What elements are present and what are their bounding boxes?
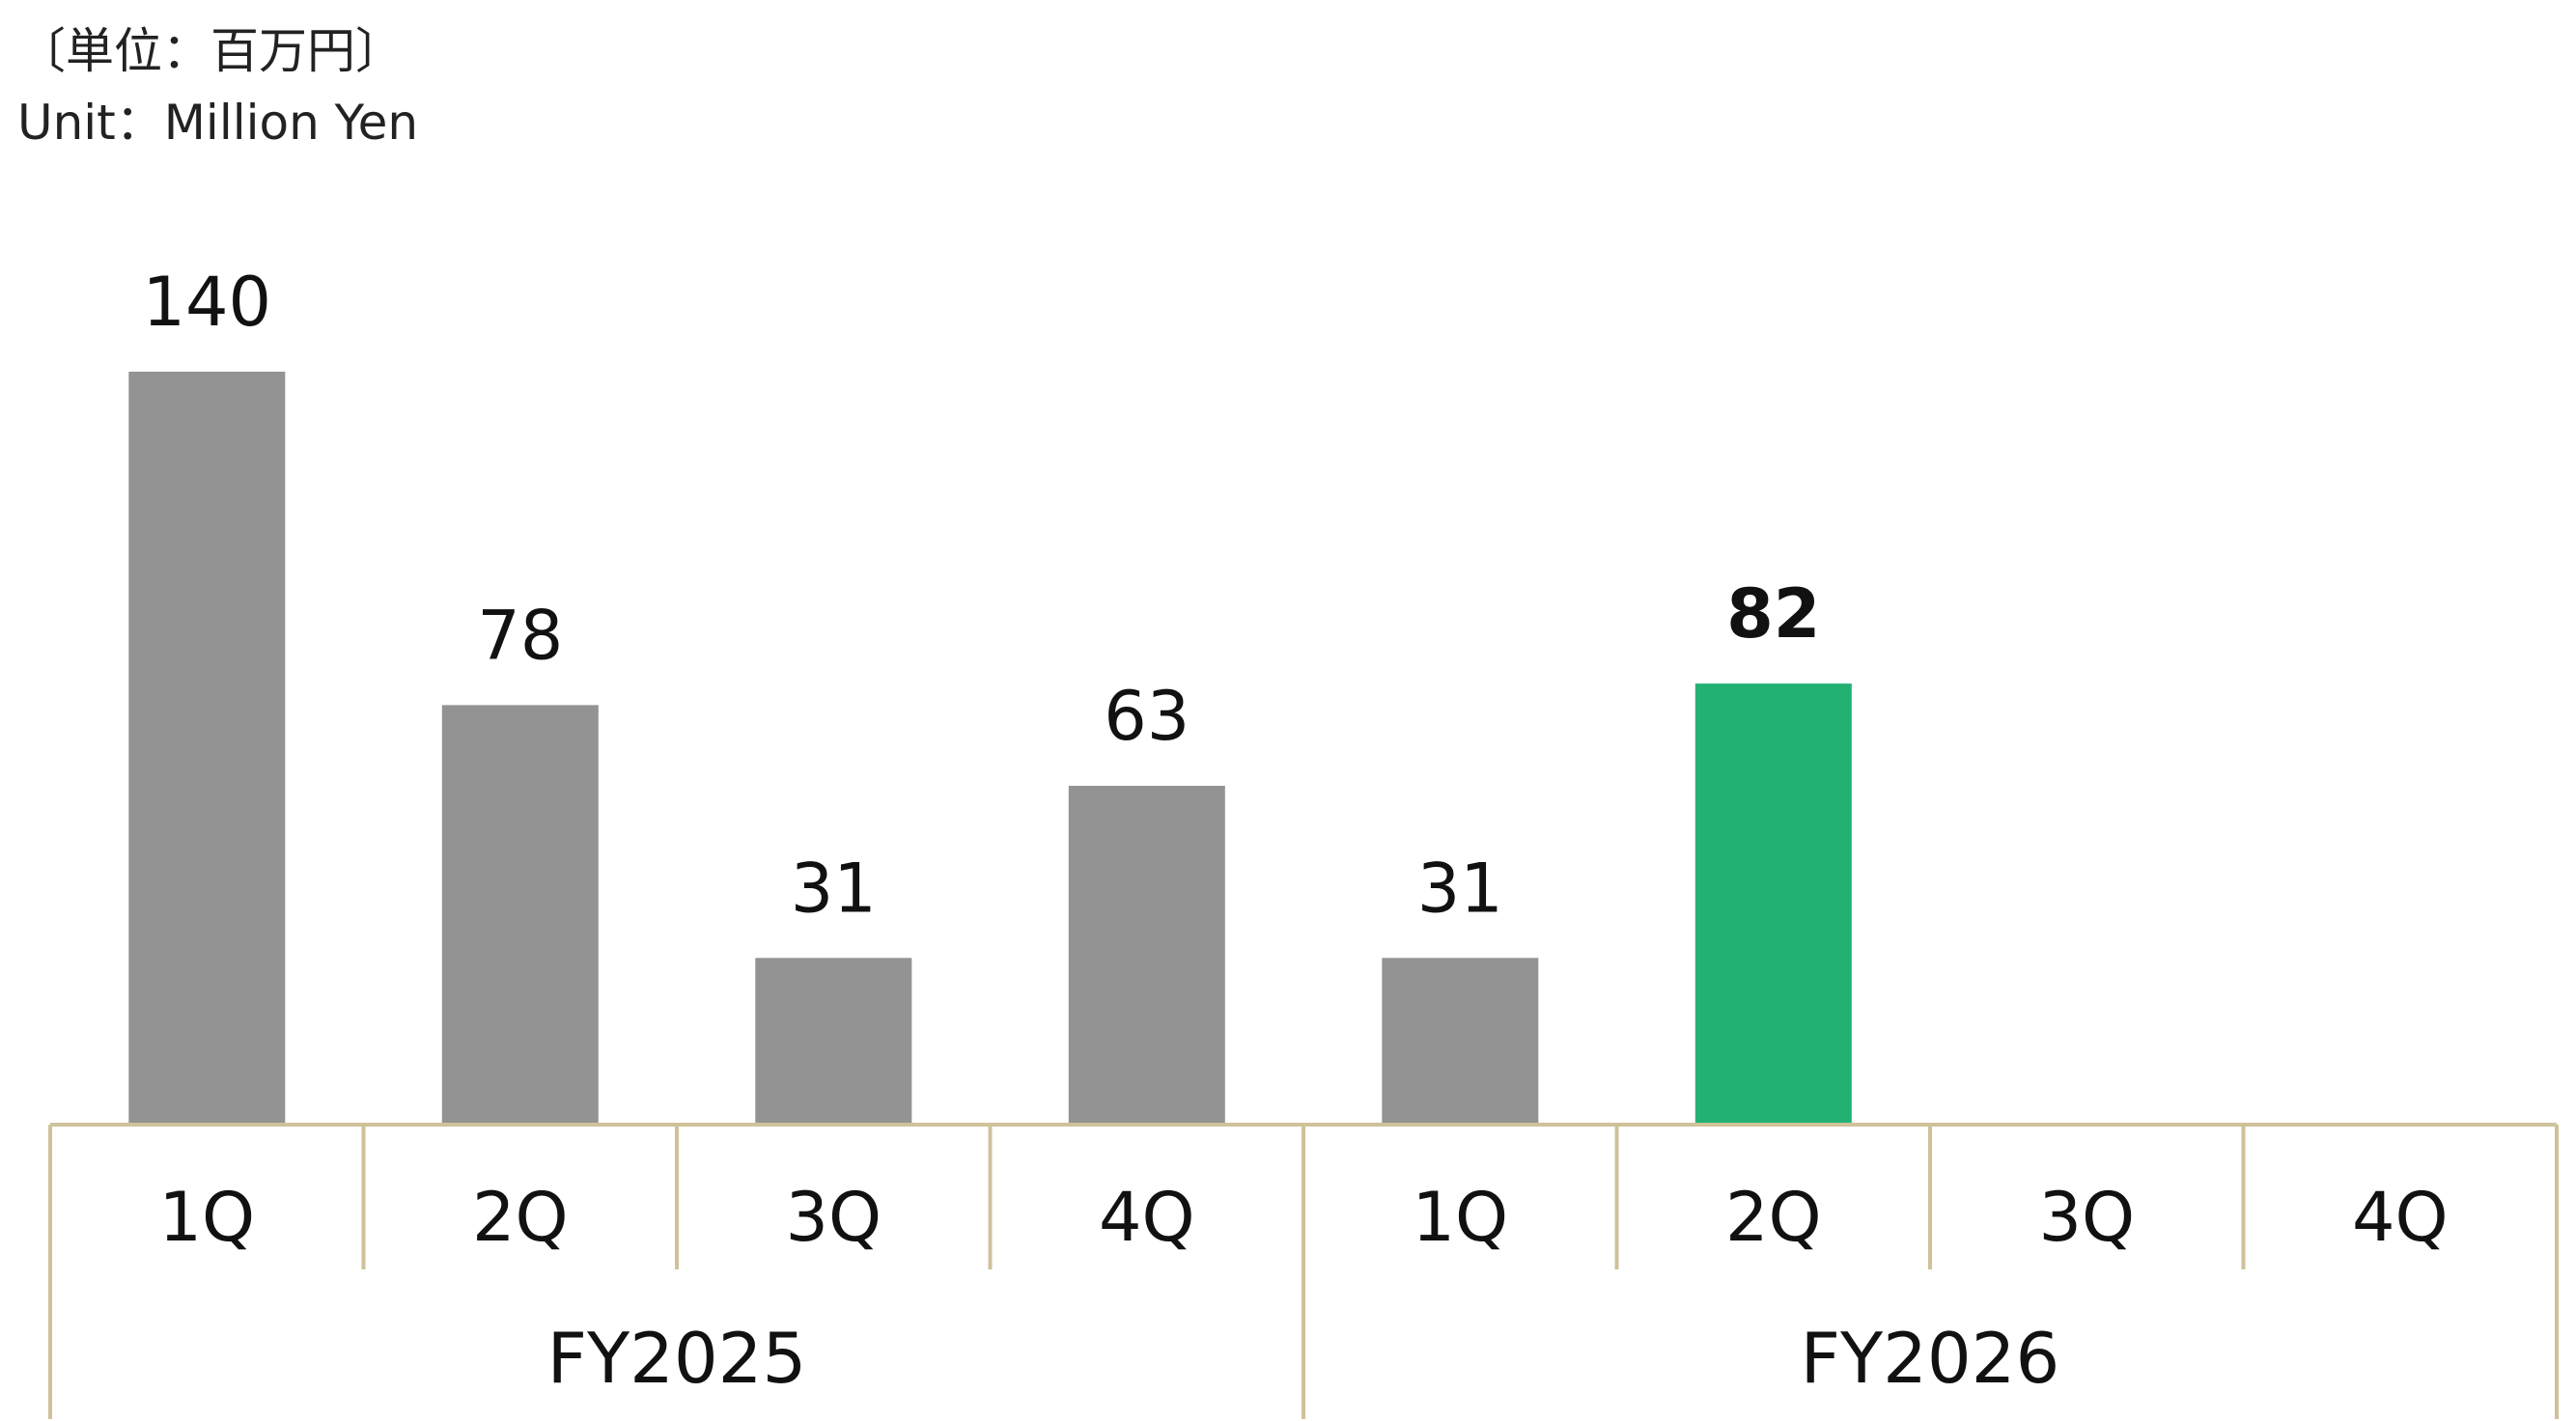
bar-4: [1068, 786, 1225, 1125]
group-label-fy2025: FY2025: [547, 1318, 807, 1399]
bar-6: [1694, 683, 1852, 1125]
data-label-2: 78: [477, 596, 563, 675]
x-tick-label-6: 2Q: [1725, 1178, 1822, 1257]
bar-5: [1382, 958, 1539, 1125]
x-tick-label-4: 4Q: [1099, 1178, 1195, 1257]
x-tick-label-8: 4Q: [2352, 1178, 2449, 1257]
data-label-4: 63: [1104, 677, 1190, 756]
group-label-fy2026: FY2026: [1801, 1318, 2060, 1399]
bar-2: [441, 705, 599, 1125]
bar-3: [755, 958, 912, 1125]
data-label-1: 140: [142, 263, 271, 342]
x-tick-label-3: 3Q: [785, 1178, 882, 1257]
x-tick-label-1: 1Q: [158, 1178, 255, 1257]
data-label-3: 31: [791, 849, 877, 928]
x-tick-label-2: 2Q: [472, 1178, 569, 1257]
unit-note-en: Unit：Million Yen: [17, 95, 419, 151]
data-label-6: 82: [1726, 574, 1820, 654]
data-label-5: 31: [1417, 849, 1503, 928]
x-tick-label-5: 1Q: [1412, 1178, 1508, 1257]
x-tick-label-7: 3Q: [2038, 1178, 2135, 1257]
unit-note-ja: 〔単位：百万円〕: [17, 23, 404, 79]
bar-1: [128, 372, 286, 1125]
